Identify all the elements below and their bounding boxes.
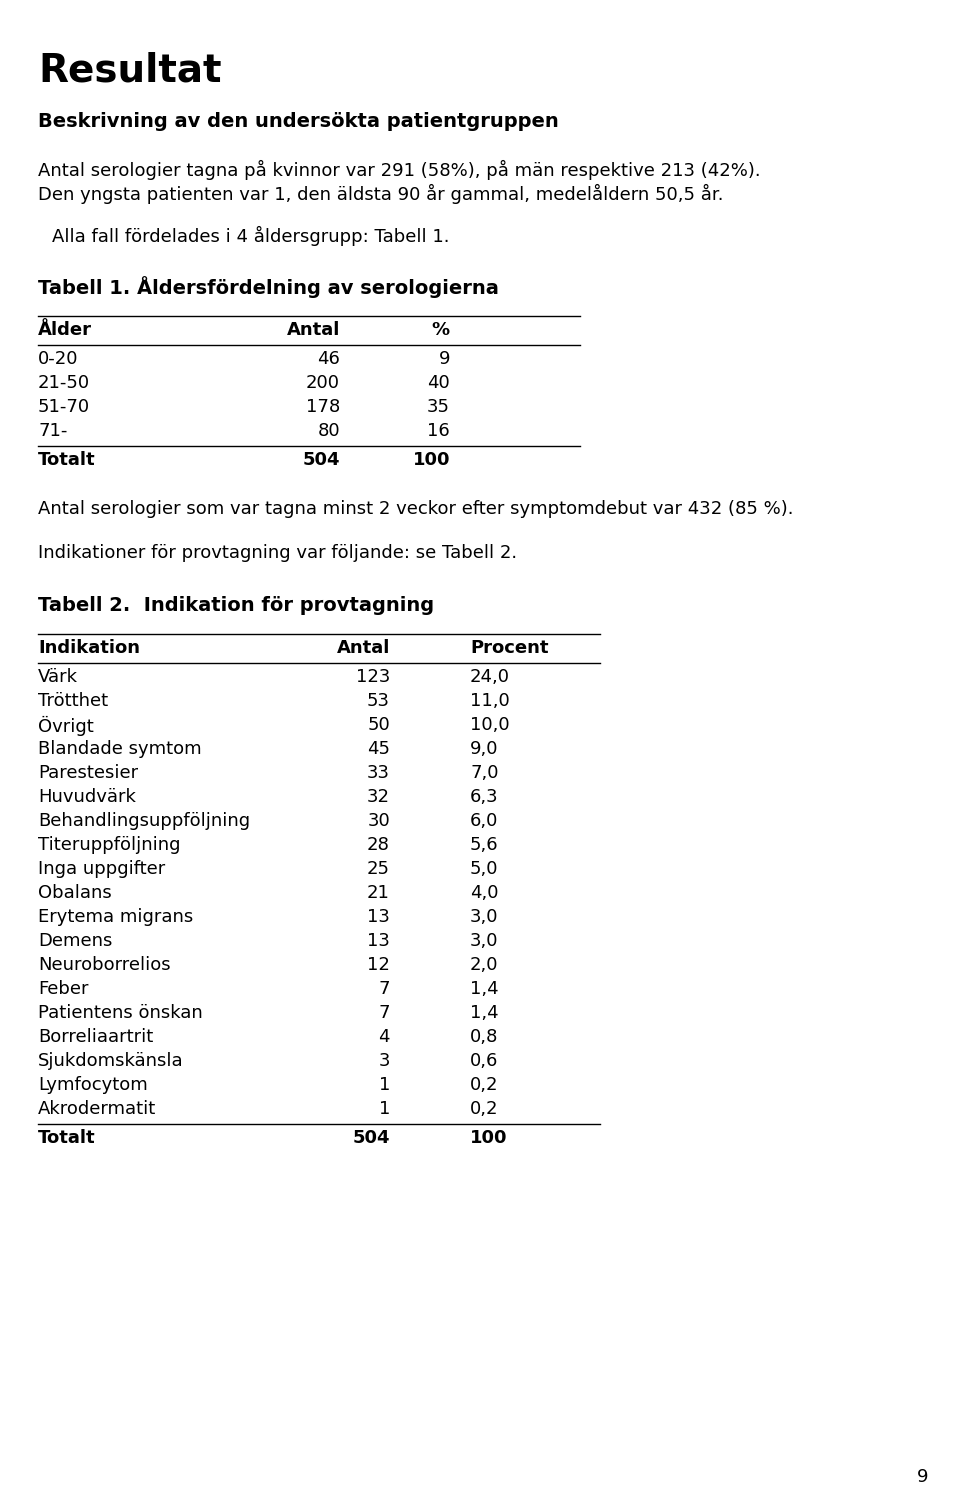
Text: 0,6: 0,6 bbox=[470, 1052, 498, 1070]
Text: 1,4: 1,4 bbox=[470, 980, 498, 998]
Text: 100: 100 bbox=[413, 451, 450, 468]
Text: 50: 50 bbox=[368, 716, 390, 734]
Text: 9: 9 bbox=[917, 1468, 928, 1486]
Text: 3,0: 3,0 bbox=[470, 909, 498, 927]
Text: Obalans: Obalans bbox=[38, 883, 111, 903]
Text: 9,0: 9,0 bbox=[470, 740, 498, 758]
Text: 1: 1 bbox=[378, 1100, 390, 1118]
Text: Den yngsta patienten var 1, den äldsta 90 år gammal, medelåldern 50,5 år.: Den yngsta patienten var 1, den äldsta 9… bbox=[38, 184, 724, 204]
Text: Inga uppgifter: Inga uppgifter bbox=[38, 859, 165, 877]
Text: 21: 21 bbox=[367, 883, 390, 903]
Text: 33: 33 bbox=[367, 764, 390, 782]
Text: Neuroborrelios: Neuroborrelios bbox=[38, 956, 171, 974]
Text: Antal serologier som var tagna minst 2 veckor efter symptomdebut var 432 (85 %).: Antal serologier som var tagna minst 2 v… bbox=[38, 500, 794, 518]
Text: Blandade symtom: Blandade symtom bbox=[38, 740, 202, 758]
Text: Beskrivning av den undersökta patientgruppen: Beskrivning av den undersökta patientgru… bbox=[38, 112, 559, 131]
Text: 1,4: 1,4 bbox=[470, 1004, 498, 1022]
Text: 6,3: 6,3 bbox=[470, 788, 498, 806]
Text: 71-: 71- bbox=[38, 422, 67, 440]
Text: 4: 4 bbox=[378, 1028, 390, 1046]
Text: 10,0: 10,0 bbox=[470, 716, 510, 734]
Text: 13: 13 bbox=[367, 932, 390, 950]
Text: 123: 123 bbox=[355, 668, 390, 686]
Text: Procent: Procent bbox=[470, 639, 548, 656]
Text: Feber: Feber bbox=[38, 980, 88, 998]
Text: Ålder: Ålder bbox=[38, 321, 92, 339]
Text: 16: 16 bbox=[427, 422, 450, 440]
Text: 35: 35 bbox=[427, 398, 450, 416]
Text: 4,0: 4,0 bbox=[470, 883, 498, 903]
Text: 25: 25 bbox=[367, 859, 390, 877]
Text: 504: 504 bbox=[352, 1129, 390, 1147]
Text: 11,0: 11,0 bbox=[470, 692, 510, 710]
Text: 24,0: 24,0 bbox=[470, 668, 510, 686]
Text: Indikationer för provtagning var följande: se Tabell 2.: Indikationer för provtagning var följand… bbox=[38, 545, 517, 562]
Text: 80: 80 bbox=[318, 422, 340, 440]
Text: 45: 45 bbox=[367, 740, 390, 758]
Text: 504: 504 bbox=[302, 451, 340, 468]
Text: 5,0: 5,0 bbox=[470, 859, 498, 877]
Text: Tabell 2.  Indikation för provtagning: Tabell 2. Indikation för provtagning bbox=[38, 595, 434, 615]
Text: Resultat: Resultat bbox=[38, 52, 222, 90]
Text: 100: 100 bbox=[470, 1129, 508, 1147]
Text: Titeruppföljning: Titeruppföljning bbox=[38, 836, 180, 853]
Text: Lymfocytom: Lymfocytom bbox=[38, 1076, 148, 1094]
Text: Totalt: Totalt bbox=[38, 451, 96, 468]
Text: 5,6: 5,6 bbox=[470, 836, 498, 853]
Text: Huvudvärk: Huvudvärk bbox=[38, 788, 136, 806]
Text: 21-50: 21-50 bbox=[38, 374, 90, 392]
Text: 0,8: 0,8 bbox=[470, 1028, 498, 1046]
Text: Erytema migrans: Erytema migrans bbox=[38, 909, 193, 927]
Text: 178: 178 bbox=[305, 398, 340, 416]
Text: Sjukdomskänsla: Sjukdomskänsla bbox=[38, 1052, 183, 1070]
Text: 3: 3 bbox=[378, 1052, 390, 1070]
Text: 200: 200 bbox=[306, 374, 340, 392]
Text: 40: 40 bbox=[427, 374, 450, 392]
Text: Patientens önskan: Patientens önskan bbox=[38, 1004, 203, 1022]
Text: Antal: Antal bbox=[287, 321, 340, 339]
Text: Indikation: Indikation bbox=[38, 639, 140, 656]
Text: 53: 53 bbox=[367, 692, 390, 710]
Text: 0-20: 0-20 bbox=[38, 351, 79, 369]
Text: Övrigt: Övrigt bbox=[38, 716, 94, 736]
Text: 30: 30 bbox=[368, 812, 390, 830]
Text: 7,0: 7,0 bbox=[470, 764, 498, 782]
Text: 51-70: 51-70 bbox=[38, 398, 90, 416]
Text: Tabell 1. Åldersfördelning av serologierna: Tabell 1. Åldersfördelning av serologier… bbox=[38, 276, 499, 298]
Text: Totalt: Totalt bbox=[38, 1129, 96, 1147]
Text: 7: 7 bbox=[378, 1004, 390, 1022]
Text: 46: 46 bbox=[317, 351, 340, 369]
Text: Värk: Värk bbox=[38, 668, 78, 686]
Text: 32: 32 bbox=[367, 788, 390, 806]
Text: Demens: Demens bbox=[38, 932, 112, 950]
Text: 0,2: 0,2 bbox=[470, 1076, 498, 1094]
Text: 0,2: 0,2 bbox=[470, 1100, 498, 1118]
Text: Behandlingsuppföljning: Behandlingsuppföljning bbox=[38, 812, 251, 830]
Text: 12: 12 bbox=[367, 956, 390, 974]
Text: 28: 28 bbox=[367, 836, 390, 853]
Text: 2,0: 2,0 bbox=[470, 956, 498, 974]
Text: 3,0: 3,0 bbox=[470, 932, 498, 950]
Text: Borreliaartrit: Borreliaartrit bbox=[38, 1028, 154, 1046]
Text: 1: 1 bbox=[378, 1076, 390, 1094]
Text: Akrodermatit: Akrodermatit bbox=[38, 1100, 156, 1118]
Text: Antal serologier tagna på kvinnor var 291 (58%), på män respektive 213 (42%).: Antal serologier tagna på kvinnor var 29… bbox=[38, 160, 760, 181]
Text: 13: 13 bbox=[367, 909, 390, 927]
Text: 9: 9 bbox=[439, 351, 450, 369]
Text: %: % bbox=[432, 321, 450, 339]
Text: Alla fall fördelades i 4 åldersgrupp: Tabell 1.: Alla fall fördelades i 4 åldersgrupp: Ta… bbox=[52, 225, 449, 246]
Text: Trötthet: Trötthet bbox=[38, 692, 108, 710]
Text: Antal: Antal bbox=[337, 639, 390, 656]
Text: 7: 7 bbox=[378, 980, 390, 998]
Text: 6,0: 6,0 bbox=[470, 812, 498, 830]
Text: Parestesier: Parestesier bbox=[38, 764, 138, 782]
